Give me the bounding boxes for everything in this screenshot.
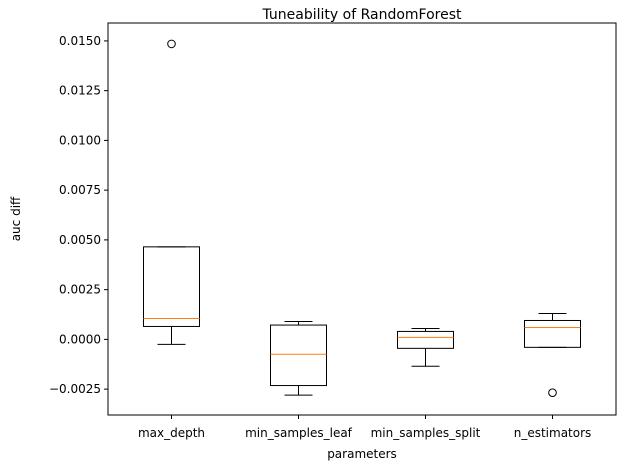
box: [397, 330, 454, 349]
y-tick-label: 0.0025: [59, 283, 101, 297]
x-axis-ticks: max_depth min_samples_leaf min_samples_spl…: [138, 415, 591, 440]
x-tick-label: max_depth: [138, 426, 205, 440]
x-axis-label: parameters: [327, 447, 397, 461]
box: [270, 324, 327, 387]
y-tick-label: −0.0025: [49, 382, 101, 396]
x-tick-label: min_samples_leaf: [245, 426, 353, 440]
box: [143, 246, 200, 327]
y-tick-label: 0.0000: [59, 332, 101, 346]
x-tick-label: min_samples_split: [371, 426, 481, 440]
y-tick-label: 0.0050: [59, 233, 101, 247]
plot-background: [108, 23, 616, 415]
outlier-point: [548, 388, 557, 398]
chart-marks: [143, 39, 581, 398]
x-tick-label: n_estimators: [514, 426, 592, 440]
outlier-point: [167, 39, 176, 49]
y-axis-label: auc diff: [9, 196, 23, 241]
box-group: [524, 313, 581, 398]
y-tick-label: 0.0150: [59, 34, 101, 48]
y-tick-label: 0.0125: [59, 84, 101, 98]
chart-title: Tuneability of RandomForest: [261, 7, 462, 23]
box-group: [143, 39, 200, 345]
y-tick-label: 0.0075: [59, 183, 101, 197]
box-group: [397, 327, 454, 367]
plot-frame: [107, 22, 617, 416]
y-axis-ticks: −0.0025 0.0000 0.0025 0.0050 0.0075 0.0100 0.0…: [49, 34, 108, 396]
box-group: [270, 320, 327, 396]
y-tick-label: 0.0100: [59, 133, 101, 147]
box: [524, 319, 581, 348]
